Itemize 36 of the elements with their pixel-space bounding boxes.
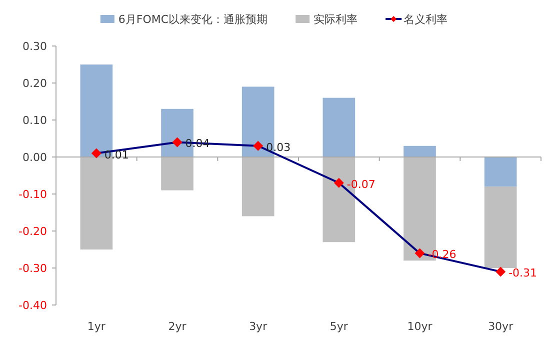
y-tick-label: 0.20 xyxy=(22,77,47,90)
bar xyxy=(322,98,356,157)
x-tick-label: 2yr xyxy=(168,320,187,333)
y-tick-label: 0.30 xyxy=(22,40,47,53)
legend-label: 名义利率 xyxy=(404,13,448,26)
legend-label: 6月FOMC以来变化：通胀预期 xyxy=(118,13,268,26)
y-tick-label: 0.10 xyxy=(22,114,47,127)
x-tick-label: 10yr xyxy=(407,320,433,333)
x-tick-label: 30yr xyxy=(488,320,514,333)
point xyxy=(172,137,182,148)
point xyxy=(496,266,506,277)
bar xyxy=(161,157,194,190)
bar xyxy=(404,146,436,157)
y-tick-label: -0.30 xyxy=(18,262,47,275)
data-label: -0.31 xyxy=(508,266,538,280)
y-tick-label: -0.40 xyxy=(18,299,47,312)
point xyxy=(334,178,344,188)
data-label: -0.26 xyxy=(428,248,456,262)
bar xyxy=(80,157,113,250)
bar xyxy=(484,157,517,187)
point xyxy=(414,248,425,258)
legend-label: 实际利率 xyxy=(314,13,358,26)
x-tick-label: 3yr xyxy=(249,320,268,333)
point xyxy=(91,148,102,158)
data-label: 0.03 xyxy=(266,140,291,154)
data-label: 0.01 xyxy=(104,148,129,162)
y-tick-label: -0.20 xyxy=(18,225,47,238)
y-tick-label: 0.00 xyxy=(22,151,47,164)
point xyxy=(253,140,264,151)
bar xyxy=(242,157,274,216)
bar xyxy=(484,186,517,268)
x-tick-label: 1yr xyxy=(87,320,106,333)
y-tick-label: -0.10 xyxy=(18,188,47,201)
data-label: 0.04 xyxy=(185,137,210,150)
x-tick-label: 5yr xyxy=(330,320,348,333)
data-label: -0.07 xyxy=(346,178,376,191)
